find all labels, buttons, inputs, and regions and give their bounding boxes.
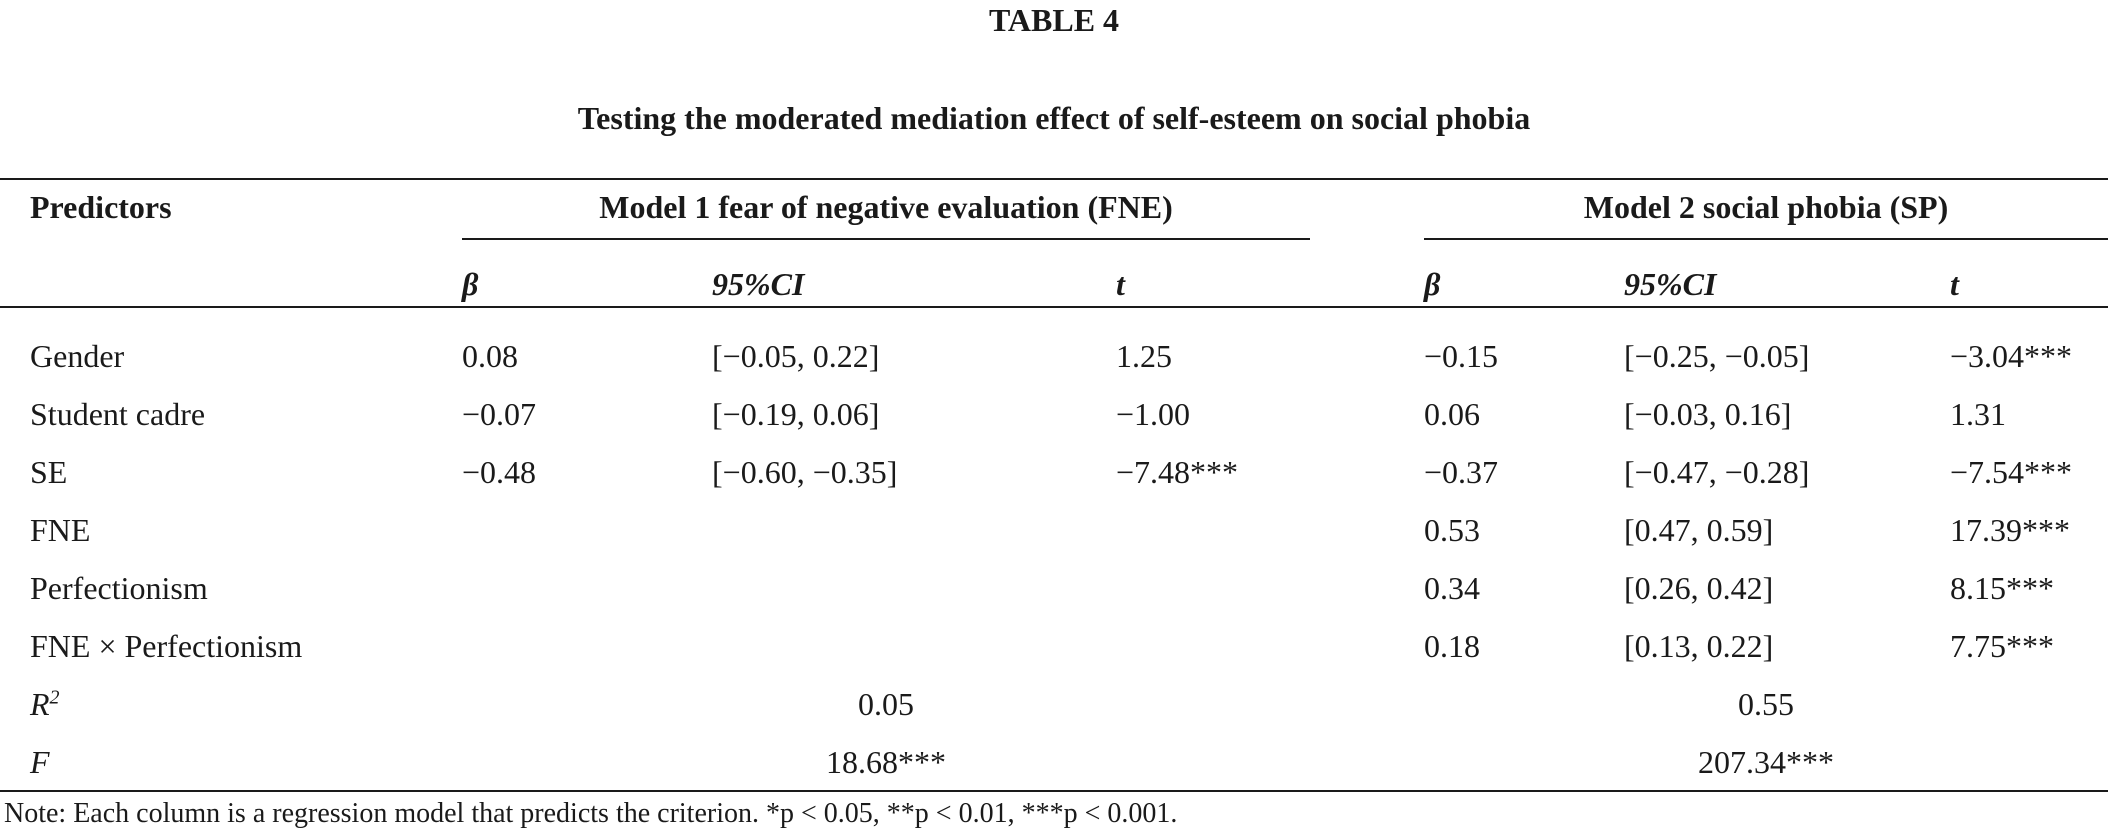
row-label: Gender [30, 338, 125, 374]
m2-ci-cell: [−0.25, −0.05] [1624, 338, 1810, 374]
row-label: SE [30, 454, 68, 490]
m1-t-header: t [1116, 266, 1125, 302]
table-title: Testing the moderated mediation effect o… [577, 100, 1531, 136]
r-squared-label: R2 [30, 684, 60, 724]
row-label: Perfectionism [30, 570, 208, 606]
m2-ci-header: 95%CI [1624, 266, 1717, 302]
m1-ci-cell: [−0.19, 0.06] [712, 396, 880, 432]
table-label: TABLE 4 [988, 2, 1120, 38]
row-label: FNE × Perfectionism [30, 628, 303, 664]
m1-ci-header: 95%CI [712, 266, 805, 302]
m1-beta-cell: −0.48 [462, 454, 537, 490]
m1-t-cell: −1.00 [1116, 396, 1191, 432]
m1-ci-cell: [−0.60, −0.35] [712, 454, 898, 490]
m2-r-squared-value: 0.55 [1738, 686, 1794, 722]
m2-ci-cell: [0.26, 0.42] [1624, 570, 1774, 606]
row-label: Student cadre [30, 396, 206, 432]
m2-beta-cell: −0.37 [1424, 454, 1499, 490]
m2-t-cell: 7.75*** [1950, 628, 2054, 664]
m2-t-cell: 8.15*** [1950, 570, 2054, 606]
m2-t-cell: −3.04*** [1950, 338, 2073, 374]
model1-title: Model 1 fear of negative evaluation (FNE… [599, 189, 1173, 225]
r-squared-sup: 2 [49, 686, 60, 709]
bottom-rule [0, 790, 2108, 792]
m2-ci-cell: [0.47, 0.59] [1624, 512, 1774, 548]
m1-t-cell: 1.25 [1116, 338, 1172, 374]
m2-f-value: 207.34*** [1698, 744, 1834, 780]
m2-beta-cell: −0.15 [1424, 338, 1499, 374]
m1-f-value: 18.68*** [826, 744, 946, 780]
top-rule [0, 178, 2108, 180]
m2-t-cell: 1.31 [1950, 396, 2006, 432]
m2-beta-cell: 0.18 [1424, 628, 1480, 664]
m2-ci-cell: [−0.47, −0.28] [1624, 454, 1810, 490]
r-squared-base: R [30, 686, 50, 722]
m2-ci-cell: [0.13, 0.22] [1624, 628, 1774, 664]
m1-t-cell: −7.48*** [1116, 454, 1239, 490]
model2-underline [1424, 238, 2108, 240]
row-label: FNE [30, 512, 91, 548]
m2-t-cell: −7.54*** [1950, 454, 2073, 490]
m2-t-header: t [1950, 266, 1959, 302]
model2-title: Model 2 social phobia (SP) [1583, 189, 1949, 225]
header-rule [0, 306, 2108, 308]
m2-t-cell: 17.39*** [1950, 512, 2070, 548]
m1-beta-header: β [462, 266, 479, 302]
m1-r-squared-value: 0.05 [858, 686, 914, 722]
m2-beta-cell: 0.53 [1424, 512, 1480, 548]
m2-beta-header: β [1424, 266, 1441, 302]
table-note: Note: Each column is a regression model … [4, 798, 1178, 829]
predictors-header: Predictors [30, 189, 172, 225]
f-label: F [30, 744, 50, 780]
m2-beta-cell: 0.34 [1424, 570, 1480, 606]
m1-beta-cell: −0.07 [462, 396, 537, 432]
m1-beta-cell: 0.08 [462, 338, 518, 374]
m2-beta-cell: 0.06 [1424, 396, 1480, 432]
m2-ci-cell: [−0.03, 0.16] [1624, 396, 1792, 432]
m1-ci-cell: [−0.05, 0.22] [712, 338, 880, 374]
model1-underline [462, 238, 1310, 240]
